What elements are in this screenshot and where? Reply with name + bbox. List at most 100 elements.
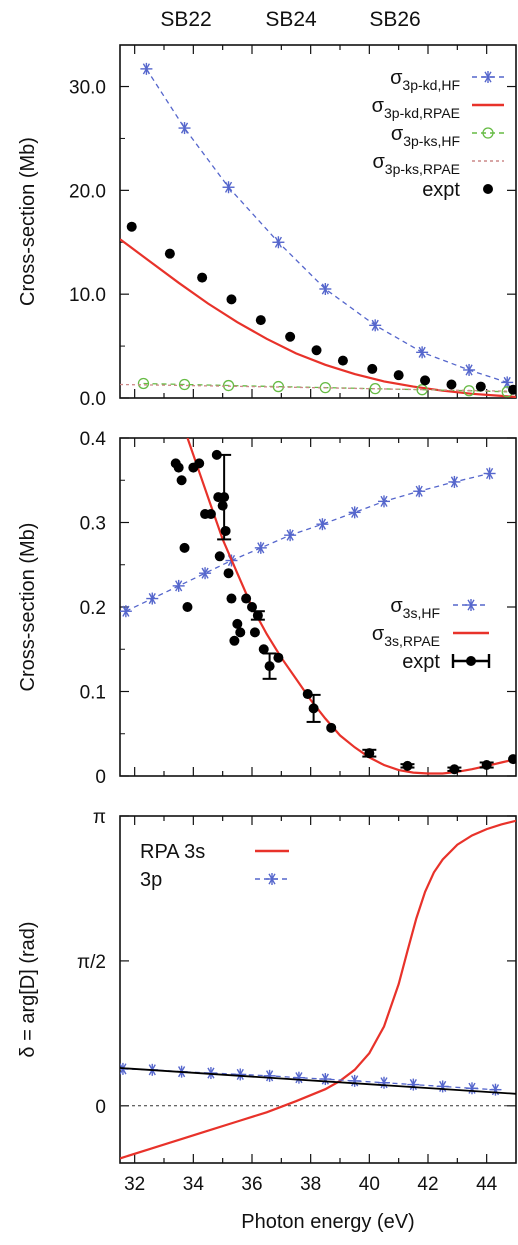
legend-entry: σ3p-kd,HF xyxy=(390,67,504,93)
data-point xyxy=(501,376,514,389)
series-3p xyxy=(120,1062,502,1096)
series-expt xyxy=(170,449,516,775)
data-point xyxy=(466,1082,478,1095)
data-point xyxy=(292,1071,305,1084)
legend-label: σ3p-ks,HF xyxy=(391,123,460,149)
data-point xyxy=(232,618,243,629)
data-point xyxy=(146,592,159,605)
data-point xyxy=(483,467,496,480)
y-tick-label: 0 xyxy=(95,1097,106,1118)
series-line xyxy=(145,68,508,384)
legend-label: σ3s,RPAE xyxy=(372,623,440,649)
data-point xyxy=(241,593,252,604)
data-point xyxy=(378,1076,390,1089)
data-point xyxy=(164,248,175,259)
data-point xyxy=(402,760,413,771)
series-3p-kd-hf xyxy=(140,62,514,389)
data-point xyxy=(172,579,185,592)
legend-label: σ3s,HF xyxy=(390,595,440,621)
data-point xyxy=(448,475,461,488)
data-point xyxy=(463,363,476,376)
panel-3s-cross-section: 0 0.1 0.2 0.3 0.4 Cross-section (Mb) σ3s,HFσ3s… xyxy=(17,429,517,788)
data-point xyxy=(140,62,153,75)
data-point xyxy=(264,661,275,672)
data-point xyxy=(120,605,132,618)
y-tick-label: 0.4 xyxy=(80,429,107,450)
data-point xyxy=(337,355,348,366)
x-tick-label: 42 xyxy=(417,1174,438,1195)
y-axis-title: δ = arg[D] (rad) xyxy=(17,921,39,1057)
series-expt xyxy=(126,221,516,395)
data-point xyxy=(220,525,231,536)
y-tick-label: 0.0 xyxy=(80,389,106,410)
data-point xyxy=(436,1080,449,1093)
legend-marker xyxy=(482,127,494,139)
x-tick-label: 32 xyxy=(124,1174,145,1195)
data-point xyxy=(272,236,285,249)
data-point xyxy=(364,748,375,759)
sideband-label-sb26: SB26 xyxy=(369,8,420,31)
data-point xyxy=(326,722,337,733)
y-tick-label: π/2 xyxy=(77,952,106,973)
legend: RPA 3s 3p xyxy=(140,841,289,891)
plot-area xyxy=(120,62,516,398)
legend-entry: expt xyxy=(402,651,491,673)
x-tick-label: 40 xyxy=(359,1174,380,1195)
legend-entry: σ3s,HF xyxy=(390,595,489,621)
data-point xyxy=(252,610,263,621)
data-point xyxy=(489,1083,502,1096)
data-point xyxy=(235,627,246,638)
series-line xyxy=(125,472,490,612)
data-point xyxy=(311,345,322,356)
legend-label: σ3p-kd,RPAE xyxy=(372,95,460,121)
plot-area xyxy=(120,438,516,775)
sideband-label-sb22: SB22 xyxy=(160,8,211,31)
data-point xyxy=(197,272,208,283)
legend-entry: 3p xyxy=(140,869,289,891)
data-point xyxy=(205,509,216,520)
series-line xyxy=(120,383,516,392)
legend-marker xyxy=(482,71,494,83)
series-line xyxy=(120,238,516,398)
plot-area xyxy=(120,819,516,1160)
data-point xyxy=(475,381,486,392)
series-rpa-3s xyxy=(120,819,516,1160)
data-point xyxy=(178,122,191,135)
legend: σ3p-kd,HFσ3p-kd,RPAEσ3p-ks,HFσ3p-ks,RPAE… xyxy=(372,67,504,201)
legend-label: expt xyxy=(422,179,460,201)
y-tick-label: 10.0 xyxy=(69,285,106,306)
data-point xyxy=(234,1068,247,1081)
data-point xyxy=(284,529,297,542)
panel-valence-3p-cross-section: 0.0 10.0 20.0 30.0 Cross-section (Mb) σ3p-kd,… xyxy=(17,44,517,410)
data-point xyxy=(273,652,284,663)
legend-marker xyxy=(483,184,493,194)
y-tick-label: 0.1 xyxy=(80,683,106,704)
series-line xyxy=(186,438,516,775)
data-point xyxy=(413,485,426,498)
data-point xyxy=(258,644,269,655)
x-tick-label: 34 xyxy=(183,1174,205,1195)
data-point xyxy=(393,370,404,381)
data-point xyxy=(348,1074,361,1087)
panel-phase: 0 π/2 π δ = arg[D] (rad) 32 34 36 38 40 42 44 Photo… xyxy=(17,807,517,1233)
data-point xyxy=(179,542,190,553)
data-point xyxy=(263,1069,276,1082)
series-3s-rpae xyxy=(186,438,516,775)
data-point xyxy=(348,506,361,519)
data-point xyxy=(249,627,260,638)
data-point xyxy=(217,500,228,511)
y-tick-label: 0.3 xyxy=(80,514,106,535)
data-point xyxy=(199,567,212,580)
y-axis-title: Cross-section (Mb) xyxy=(17,137,39,306)
data-point xyxy=(247,602,257,612)
legend-label: σ3p-kd,HF xyxy=(390,67,460,93)
y-tick-label: 30.0 xyxy=(69,78,106,99)
data-point xyxy=(308,703,319,714)
data-point xyxy=(367,363,378,374)
y-axis-title: Cross-section (Mb) xyxy=(17,523,39,692)
data-point xyxy=(508,384,516,395)
y-tick-label: π xyxy=(93,807,106,828)
data-point xyxy=(194,458,205,469)
